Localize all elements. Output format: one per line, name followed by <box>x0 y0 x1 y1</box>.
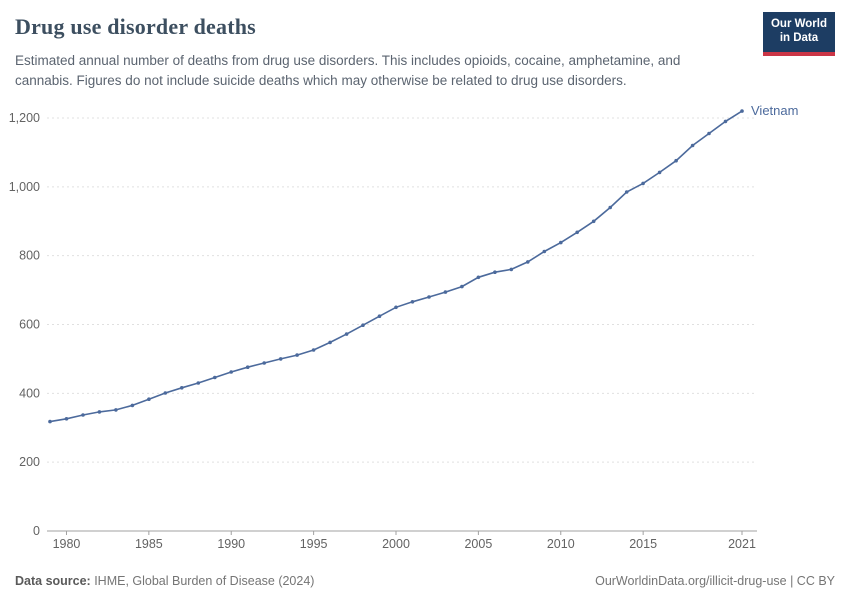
data-point[interactable] <box>64 417 69 421</box>
data-point[interactable] <box>245 365 250 370</box>
data-point[interactable] <box>526 260 530 264</box>
data-point[interactable] <box>229 370 233 374</box>
chart-footer: Data source: IHME, Global Burden of Dise… <box>15 574 835 588</box>
data-point[interactable] <box>48 419 52 424</box>
data-point[interactable] <box>624 190 629 194</box>
data-point[interactable] <box>361 323 365 328</box>
series-end-label[interactable]: Vietnam <box>751 103 798 118</box>
data-point[interactable] <box>690 143 695 148</box>
data-point[interactable] <box>278 357 283 361</box>
y-gridlines <box>47 117 757 532</box>
data-point[interactable] <box>707 131 711 136</box>
credit-link[interactable]: OurWorldinData.org/illicit-drug-use | CC… <box>595 574 835 588</box>
data-point[interactable] <box>130 403 135 408</box>
y-tick-label: 1,000 <box>9 180 40 194</box>
data-source: Data source: IHME, Global Burden of Dise… <box>15 574 314 588</box>
data-point[interactable] <box>460 284 464 289</box>
data-point[interactable] <box>493 270 497 275</box>
data-point[interactable] <box>262 361 267 365</box>
data-point[interactable] <box>443 290 448 294</box>
x-tick-label: 1980 <box>53 537 81 551</box>
y-tick-label: 600 <box>19 318 40 332</box>
y-tick-label: 1,200 <box>9 111 40 125</box>
data-point[interactable] <box>163 391 168 395</box>
data-point[interactable] <box>641 181 645 186</box>
x-tick-label: 2000 <box>382 537 410 551</box>
x-tick-label: 2021 <box>728 537 756 551</box>
data-point[interactable] <box>377 314 382 319</box>
data-point[interactable] <box>114 408 118 412</box>
data-point[interactable] <box>657 170 662 175</box>
data-point[interactable] <box>344 332 349 336</box>
data-point[interactable] <box>542 249 547 254</box>
data-source-label: Data source: <box>15 574 91 588</box>
y-tick-label: 200 <box>19 455 40 469</box>
owid-logo[interactable]: Our World in Data <box>762 12 835 56</box>
x-tick-label: 2015 <box>629 537 657 551</box>
data-point[interactable] <box>196 381 201 385</box>
data-point[interactable] <box>608 205 612 210</box>
data-point[interactable] <box>559 240 563 245</box>
data-point[interactable] <box>674 158 678 163</box>
data-point[interactable] <box>509 267 514 272</box>
chart-title: Drug use disorder deaths <box>15 14 256 39</box>
data-point[interactable] <box>410 300 415 304</box>
data-point[interactable] <box>213 375 217 380</box>
data-point[interactable] <box>740 109 744 113</box>
data-point[interactable] <box>311 348 316 352</box>
x-tick-label: 2005 <box>464 537 492 551</box>
x-axis: 1980 1985 1990 1995 2000 2005 2010 2015 2021 <box>53 531 756 551</box>
owid-logo-line1: Our World <box>770 18 827 30</box>
x-tick-label: 1990 <box>217 537 245 551</box>
data-point[interactable] <box>723 119 728 124</box>
data-point[interactable] <box>295 353 299 357</box>
data-point[interactable] <box>394 305 398 310</box>
data-point[interactable] <box>591 219 596 224</box>
x-tick-label: 1995 <box>300 537 328 551</box>
x-tick-label: 2010 <box>547 537 575 551</box>
y-tick-label: 0 <box>33 524 40 538</box>
owid-logo-line2: in Data <box>779 32 819 45</box>
x-tick-label: 1985 <box>135 537 163 551</box>
data-point[interactable] <box>427 295 431 299</box>
data-point[interactable] <box>476 275 481 280</box>
data-point[interactable] <box>81 413 85 417</box>
data-point[interactable] <box>147 397 151 402</box>
data-source-text: IHME, Global Burden of Disease (2024) <box>90 574 315 588</box>
y-tick-label: 800 <box>19 249 40 263</box>
y-axis-labels: 0 200 400 600 800 1,000 1,200 <box>9 111 40 538</box>
data-point[interactable] <box>97 410 102 414</box>
data-point[interactable] <box>328 340 332 345</box>
y-tick-label: 400 <box>19 386 40 400</box>
chart-subtitle: Estimated annual number of deaths from d… <box>15 53 681 88</box>
data-point[interactable] <box>180 386 184 390</box>
data-point[interactable] <box>575 230 579 235</box>
series-vietnam[interactable]: Vietnam <box>48 103 798 424</box>
series-line <box>49 110 743 423</box>
